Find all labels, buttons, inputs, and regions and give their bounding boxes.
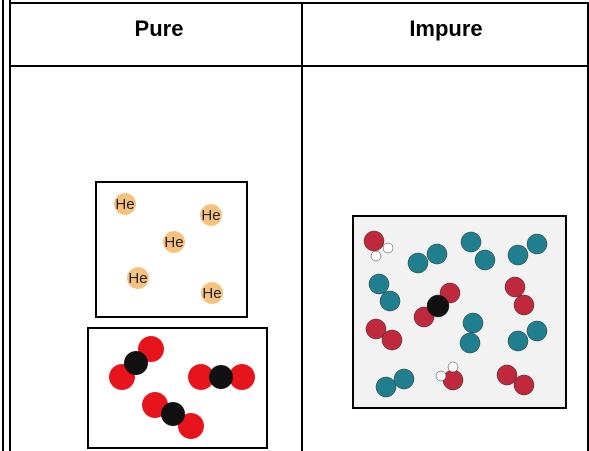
atom-label: He bbox=[202, 285, 221, 302]
atom bbox=[363, 230, 385, 252]
atom bbox=[382, 242, 394, 254]
atom bbox=[526, 320, 548, 342]
atom bbox=[447, 361, 459, 373]
helium-atom bbox=[163, 231, 185, 253]
atom bbox=[459, 332, 481, 354]
atom bbox=[435, 370, 447, 382]
atom bbox=[381, 329, 403, 351]
atom bbox=[474, 249, 496, 271]
carbon-atom bbox=[161, 402, 185, 426]
header-cell: Pure bbox=[135, 16, 184, 41]
atom bbox=[368, 273, 390, 295]
helium-atom bbox=[200, 204, 222, 226]
mixture-molecules bbox=[363, 230, 548, 398]
helium-atoms bbox=[114, 193, 223, 304]
oxygen-atom bbox=[178, 413, 204, 439]
atom bbox=[507, 244, 529, 266]
atom bbox=[426, 243, 448, 265]
atom bbox=[393, 368, 415, 390]
atom bbox=[504, 276, 526, 298]
atom bbox=[370, 250, 382, 262]
co2-molecules bbox=[109, 336, 255, 439]
oxygen-atom bbox=[229, 364, 255, 390]
atom bbox=[375, 376, 397, 398]
header-cell: Impure bbox=[409, 16, 482, 41]
helium-atom bbox=[114, 193, 136, 215]
atom bbox=[460, 231, 482, 253]
helium-atom bbox=[201, 282, 223, 304]
atom-label: He bbox=[115, 196, 134, 213]
atom bbox=[496, 364, 518, 386]
atom bbox=[426, 294, 450, 318]
atom-label: He bbox=[164, 234, 183, 251]
carbon-atom bbox=[209, 365, 233, 389]
carbon-atom bbox=[124, 351, 148, 375]
atom bbox=[442, 369, 464, 391]
atom bbox=[507, 330, 529, 352]
atom-label: He bbox=[201, 207, 220, 224]
atom bbox=[513, 374, 535, 396]
helium-atom bbox=[127, 267, 149, 289]
atom bbox=[379, 290, 401, 312]
atom bbox=[526, 233, 548, 255]
atom bbox=[462, 312, 484, 334]
atom-label: He bbox=[128, 270, 147, 287]
atom bbox=[365, 318, 387, 340]
atom bbox=[513, 294, 535, 316]
atom bbox=[407, 252, 429, 274]
oxygen-atom bbox=[188, 364, 214, 390]
